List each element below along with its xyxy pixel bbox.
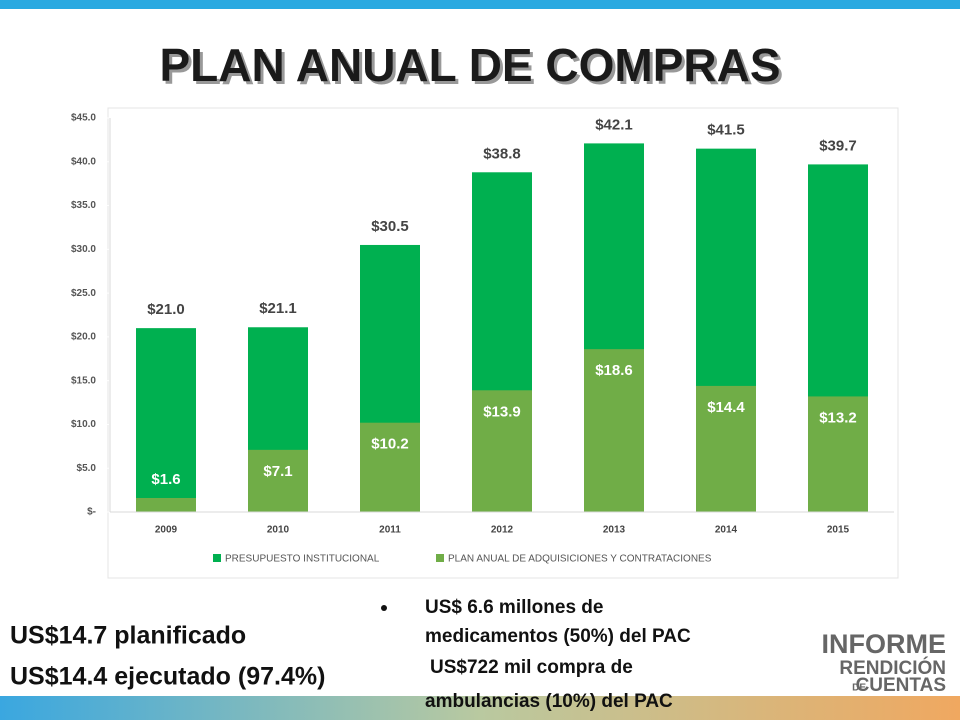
value-label: $21.1 xyxy=(259,300,297,317)
bullet-text: US$722 mil compra de xyxy=(430,657,633,678)
value-label: $21.0 xyxy=(147,301,185,318)
summary-line: US$14.4 ejecutado (97.4%) xyxy=(10,663,325,691)
title-shadow: PLAN ANUAL DE COMPRAS xyxy=(162,42,783,94)
value-label: $39.7 xyxy=(819,137,857,154)
x-tick-label: 2012 xyxy=(491,525,514,536)
bar xyxy=(584,349,644,512)
value-label: $7.1 xyxy=(263,463,292,480)
top-bar xyxy=(0,0,960,9)
bar xyxy=(136,497,196,512)
legend-label: PRESUPUESTO INSTITUCIONAL xyxy=(225,554,380,565)
legend-label: PLAN ANUAL DE ADQUISICIONES Y CONTRATACI… xyxy=(448,554,712,565)
x-tick-label: 2009 xyxy=(155,525,178,536)
x-tick-label: 2013 xyxy=(603,525,626,536)
value-label: $42.1 xyxy=(595,116,633,133)
bar xyxy=(472,390,532,512)
y-tick-label: $35.0 xyxy=(71,200,96,211)
bar xyxy=(808,396,868,512)
bar xyxy=(136,328,196,512)
bottom-bar xyxy=(0,696,960,720)
y-tick-label: $30.0 xyxy=(71,244,96,255)
value-label: $10.2 xyxy=(371,436,409,453)
y-tick-label: $40.0 xyxy=(71,156,96,167)
value-label: $1.6 xyxy=(151,471,180,488)
summary-line: US$14.7 planificado xyxy=(10,622,246,650)
bullet-text: medicamentos (50%) del PAC xyxy=(425,626,691,647)
y-tick-label: $20.0 xyxy=(71,332,96,343)
bar xyxy=(360,422,420,512)
value-label: $13.9 xyxy=(483,403,521,420)
bullet-text: US$ 6.6 millones de xyxy=(425,597,603,618)
y-tick-label: $25.0 xyxy=(71,288,96,299)
x-tick-label: 2011 xyxy=(379,525,401,536)
x-tick-label: 2014 xyxy=(715,525,738,536)
legend-swatch xyxy=(213,554,221,562)
bar xyxy=(696,385,756,512)
legend-swatch xyxy=(436,554,444,562)
value-label: $13.2 xyxy=(819,409,857,426)
logo-text: RENDICIÓN xyxy=(839,657,946,679)
y-tick-label: $10.0 xyxy=(71,419,96,430)
bar xyxy=(248,449,308,512)
logo-text: DE xyxy=(852,683,866,694)
y-tick-label: $5.0 xyxy=(77,463,97,474)
bullet-dot xyxy=(381,605,387,611)
y-tick-label: $- xyxy=(87,507,96,518)
y-tick-label: $45.0 xyxy=(71,113,96,124)
chart-title: PLAN ANUAL DE COMPRAS xyxy=(159,39,780,91)
value-label: $38.8 xyxy=(483,145,521,162)
y-tick-label: $15.0 xyxy=(71,375,96,386)
logo-text: INFORME xyxy=(822,629,947,659)
value-label: $41.5 xyxy=(707,122,745,139)
value-label: $18.6 xyxy=(595,362,633,379)
bullet-text: ambulancias (10%) del PAC xyxy=(425,691,673,712)
value-label: $30.5 xyxy=(371,218,409,235)
x-tick-label: 2015 xyxy=(827,525,850,536)
logo-text: CUENTAS xyxy=(856,675,946,696)
x-tick-label: 2010 xyxy=(267,525,290,536)
value-label: $14.4 xyxy=(707,399,745,416)
